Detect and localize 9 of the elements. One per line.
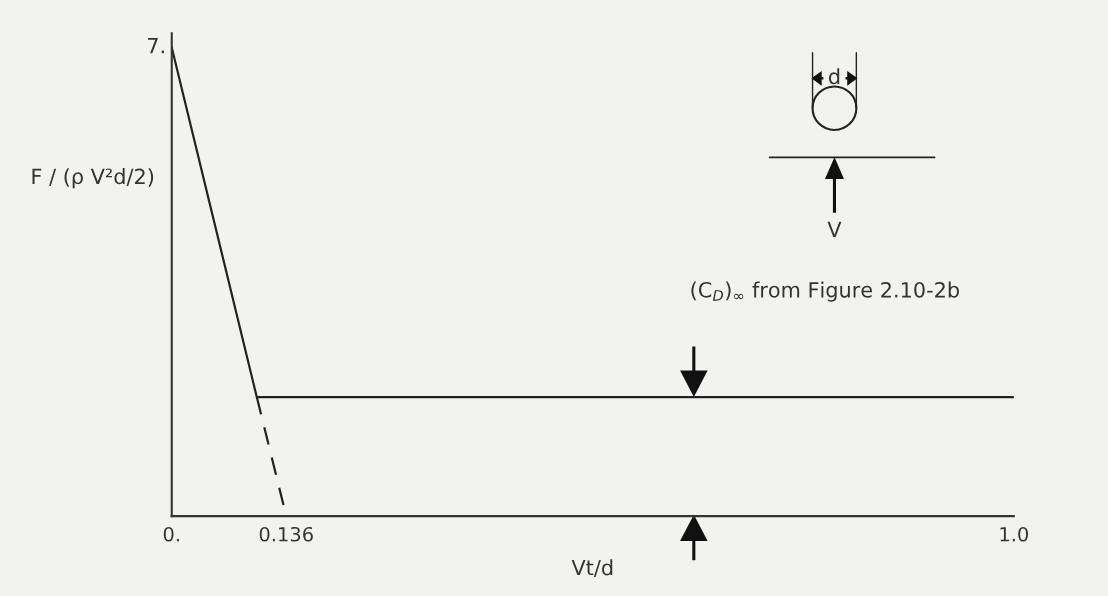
annotation: d: [828, 68, 840, 85]
annotation: (C$_{D}$)$_{∞}$ from Figure 2.10-2b: [691, 281, 959, 302]
x-axis-title: Vt/d: [571, 559, 613, 578]
x-tick-label: 0.136: [259, 526, 313, 542]
x-tick-label: 0.: [163, 526, 179, 542]
annotation: V: [827, 221, 842, 238]
x-tick-label: 1.0: [1000, 526, 1028, 542]
y-axis-title: F / (ρ V²d/2): [32, 168, 154, 189]
annotation: 7.: [148, 38, 164, 54]
